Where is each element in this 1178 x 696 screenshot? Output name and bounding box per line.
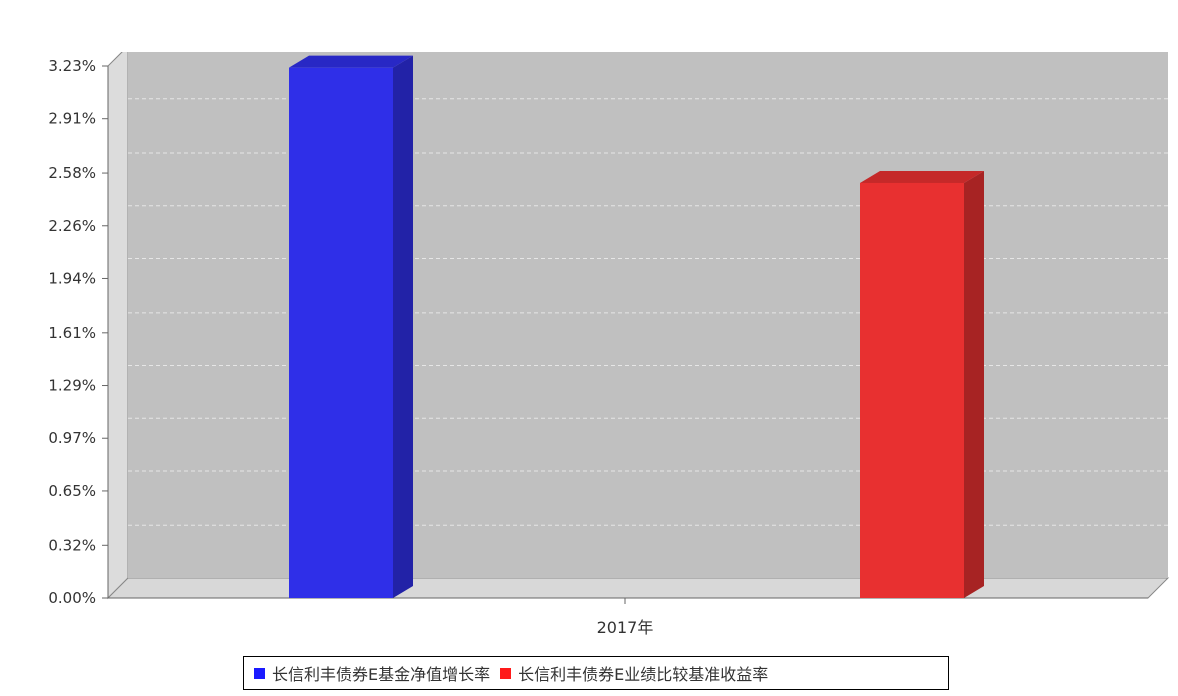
y-tick-label: 0.65% bbox=[48, 482, 96, 500]
bar-1 bbox=[860, 170, 984, 599]
plot-area bbox=[128, 46, 1168, 578]
bar-top bbox=[860, 170, 984, 183]
bar-front bbox=[860, 182, 964, 599]
bar-front bbox=[289, 67, 393, 599]
y-tick-label: 0.00% bbox=[48, 589, 96, 607]
y-tick-label: 1.61% bbox=[48, 324, 96, 342]
chart-floor bbox=[106, 577, 1170, 599]
y-tick-label: 2.91% bbox=[48, 110, 96, 128]
y-tick-label: 0.32% bbox=[48, 536, 96, 554]
bar-chart: 0.00% 0.32% 0.65% 0.97% 1.29% 1.61% 1.94% 2.26%… bbox=[0, 0, 1178, 637]
bar-side bbox=[964, 170, 984, 599]
chart-left-wall bbox=[107, 44, 129, 600]
legend-item-nav-growth: 长信利丰债券E基金净值增长率 bbox=[254, 661, 490, 685]
y-tick-label: 1.29% bbox=[48, 377, 96, 395]
legend-label: 长信利丰债券E基金净值增长率 bbox=[272, 665, 491, 684]
top-mask bbox=[0, 0, 1178, 52]
legend-swatch-blue bbox=[254, 667, 265, 679]
legend-label: 长信利丰债券E业绩比较基准收益率 bbox=[518, 665, 769, 684]
bar-top bbox=[289, 55, 413, 68]
x-category-label: 2017年 bbox=[597, 618, 654, 637]
bar-side bbox=[393, 55, 413, 599]
y-tick-label: 3.23% bbox=[48, 57, 96, 75]
legend-item-benchmark: 长信利丰债券E业绩比较基准收益率 bbox=[500, 661, 768, 685]
legend-swatch-red bbox=[500, 667, 512, 679]
y-tick-label: 1.94% bbox=[48, 269, 96, 287]
bar-0 bbox=[289, 55, 413, 599]
y-tick-label: 2.26% bbox=[48, 217, 96, 235]
legend: 长信利丰债券E基金净值增长率 长信利丰债券E业绩比较基准收益率 bbox=[243, 656, 949, 690]
y-tick-label: 2.58% bbox=[48, 164, 96, 182]
y-tick-label: 0.97% bbox=[48, 429, 96, 447]
